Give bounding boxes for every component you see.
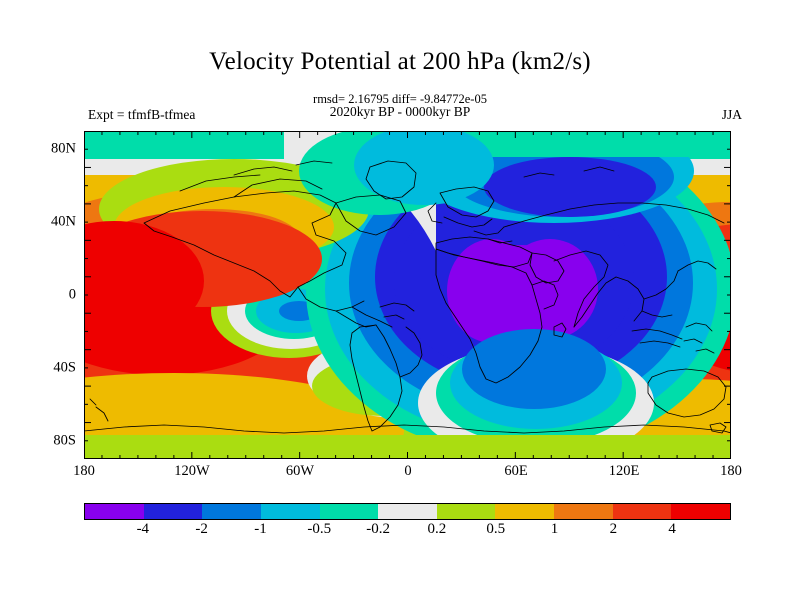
colorbar xyxy=(84,503,731,520)
colorbar-tick-1: -2 xyxy=(195,521,208,537)
coastline-overlay xyxy=(84,160,731,434)
velocity-potential-heatmap xyxy=(84,131,731,459)
y-tick-40n: 40N xyxy=(51,213,76,230)
colorbar-tick-4: -0.2 xyxy=(366,521,390,537)
colorbar-band-4 xyxy=(319,504,379,519)
contour-fill-group xyxy=(84,131,731,459)
season-annotation: JJA xyxy=(721,107,742,122)
colorbar-band-0 xyxy=(85,504,144,519)
y-tick-80s: 80S xyxy=(53,432,76,449)
colorbar-tick-2: -1 xyxy=(254,521,267,537)
colorbar-tick-0: -4 xyxy=(136,521,150,537)
x-tick-120w: 120W xyxy=(174,463,210,479)
x-tick-60e: 60E xyxy=(504,463,528,479)
colorbar-tick-5: 0.2 xyxy=(427,521,447,537)
colorbar-band-9 xyxy=(612,504,672,519)
map-plot-area xyxy=(84,131,731,459)
x-tick-0: 0 xyxy=(404,463,412,479)
y-tick-80n: 80N xyxy=(51,140,76,157)
colorbar-band-8 xyxy=(554,504,613,519)
x-tick-120e: 120E xyxy=(608,463,640,479)
colorbar-tick-9: 4 xyxy=(668,521,676,537)
page-title: Velocity Potential at 200 hPa (km2/s) xyxy=(209,48,591,75)
x-tick-60w: 60W xyxy=(285,463,315,479)
colorbar-tick-7: 1 xyxy=(550,521,559,537)
rmsd-annotation: rmsd= 2.16795 diff= -9.84772e-05 xyxy=(313,92,487,106)
y-tick-40s: 40S xyxy=(53,359,76,376)
colorbar-band-6 xyxy=(436,504,496,519)
x-tick-180e: 180 xyxy=(720,463,742,479)
colorbar-tick-3: -0.5 xyxy=(307,521,332,537)
colorbar-band-2 xyxy=(202,504,261,519)
colorbar-band-3 xyxy=(260,504,320,519)
experiment-annotation: Expt = tfmfB-tfmea xyxy=(88,107,196,122)
x-tick-180w: 180 xyxy=(73,463,95,479)
period-annotation: 2020kyr BP - 0000kyr BP xyxy=(329,104,471,119)
colorbar-band-10 xyxy=(671,504,731,519)
colorbar-tick-8: 2 xyxy=(609,521,618,537)
colorbar-band-7 xyxy=(495,504,555,519)
colorbar-band-1 xyxy=(143,504,203,519)
colorbar-band-5 xyxy=(378,504,437,519)
y-tick-0: 0 xyxy=(68,286,76,303)
colorbar-tick-6: 0.5 xyxy=(486,521,506,537)
